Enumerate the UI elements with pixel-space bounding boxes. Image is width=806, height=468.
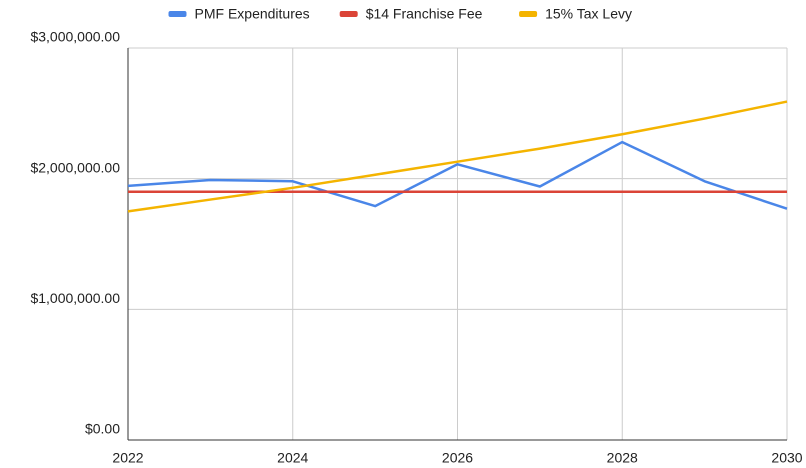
x-tick-label: 2030 — [771, 450, 802, 466]
legend-label: $14 Franchise Fee — [366, 6, 483, 22]
x-tick-label: 2024 — [277, 450, 308, 466]
series-line — [127, 100, 788, 213]
x-tick-label: 2026 — [442, 450, 473, 466]
y-tick-label: $2,000,000.00 — [30, 159, 120, 175]
y-tick-label: $3,000,000.00 — [30, 29, 120, 45]
legend-swatch — [339, 11, 358, 17]
x-tick-label: 2028 — [607, 450, 638, 466]
legend-label: 15% Tax Levy — [545, 6, 632, 22]
legend-swatch — [519, 11, 538, 17]
x-tick-label: 2022 — [112, 450, 143, 466]
y-tick-label: $0.00 — [85, 421, 120, 437]
legend-label: PMF Expenditures — [195, 6, 310, 22]
y-tick-label: $1,000,000.00 — [30, 290, 120, 306]
legend-swatch — [168, 11, 187, 17]
series-line — [127, 140, 788, 210]
